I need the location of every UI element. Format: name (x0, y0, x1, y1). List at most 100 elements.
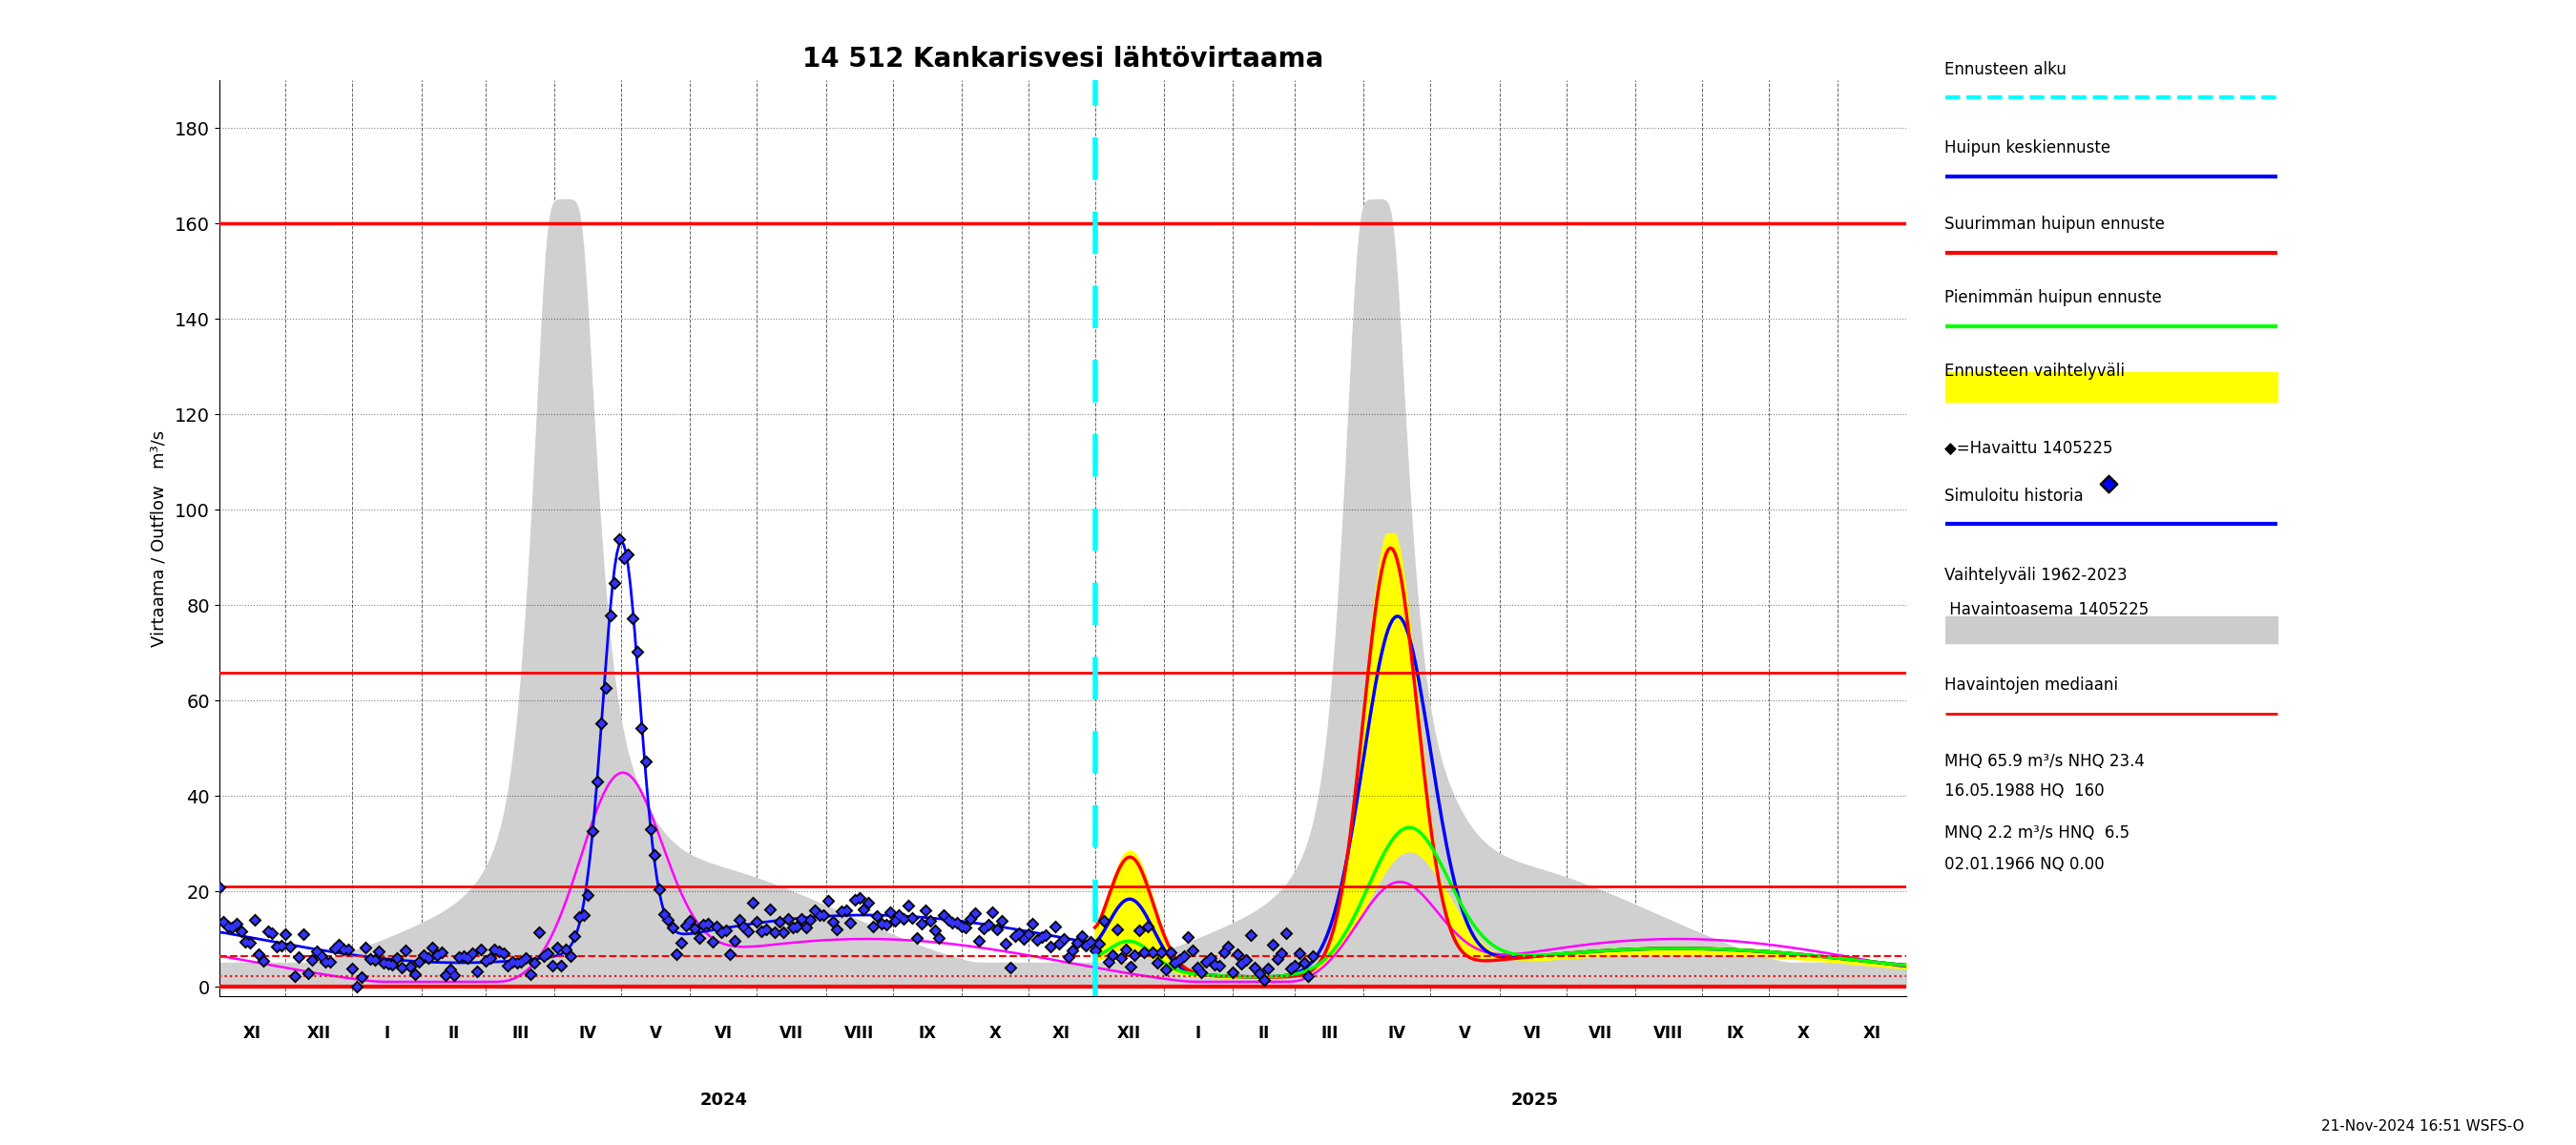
Point (443, 947, 484, 965)
Point (726, 922, 768, 940)
Point (260, 937, 301, 955)
Text: VI: VI (1525, 1025, 1543, 1042)
Point (1172, 941, 1213, 960)
Point (811, 913, 853, 931)
Point (353, 950, 394, 969)
Text: XI: XI (242, 1025, 260, 1042)
Point (1216, 945, 1257, 963)
Point (1221, 955, 1262, 973)
Point (933, 914, 974, 932)
Point (1146, 961, 1188, 979)
Point (969, 916, 1010, 934)
Point (773, 918, 814, 937)
Point (1131, 943, 1172, 962)
Point (451, 945, 492, 963)
Point (675, 919, 716, 938)
Point (234, 911, 276, 930)
Point (572, 822, 613, 840)
Point (337, 978, 379, 996)
Point (969, 916, 1010, 934)
Text: X: X (1795, 1025, 1808, 1042)
Text: VIII: VIII (845, 1025, 873, 1042)
Point (1074, 941, 1115, 960)
Point (515, 953, 556, 971)
Point (461, 940, 502, 958)
Text: Suurimman huipun ennuste: Suurimman huipun ennuste (1945, 215, 2166, 232)
Y-axis label: Virtaama / Outflow   m³/s: Virtaama / Outflow m³/s (149, 429, 167, 647)
Point (433, 966, 474, 985)
Point (1043, 930, 1084, 948)
Point (755, 924, 796, 942)
Point (1074, 941, 1115, 960)
Point (793, 901, 835, 919)
Point (742, 922, 783, 940)
Point (448, 948, 489, 966)
Point (817, 919, 858, 938)
Point (598, 530, 639, 548)
Point (804, 906, 845, 924)
Point (1066, 937, 1108, 955)
Point (345, 938, 386, 956)
Point (971, 903, 1012, 922)
Point (402, 946, 443, 964)
Point (536, 938, 577, 956)
Point (1105, 940, 1146, 958)
Point (750, 900, 791, 918)
Point (981, 911, 1023, 930)
Point (559, 908, 600, 926)
Point (309, 953, 350, 971)
Point (363, 954, 404, 972)
Point (327, 940, 368, 958)
Point (860, 915, 902, 933)
Point (482, 943, 523, 962)
Point (786, 918, 827, 937)
Point (1185, 953, 1226, 971)
Point (613, 609, 654, 627)
Point (724, 917, 765, 935)
Point (829, 914, 871, 932)
Point (301, 947, 343, 965)
Point (1190, 948, 1231, 966)
Point (456, 962, 497, 980)
Point (430, 961, 471, 979)
Point (855, 907, 896, 925)
Point (603, 548, 644, 567)
Point (546, 941, 587, 960)
Point (273, 968, 314, 986)
Point (659, 933, 701, 951)
Point (270, 938, 312, 956)
Point (1030, 938, 1072, 956)
Point (891, 908, 933, 926)
Point (981, 911, 1023, 930)
Point (940, 917, 981, 935)
Point (451, 945, 492, 963)
Point (381, 958, 422, 977)
Point (1043, 930, 1084, 948)
Point (1061, 927, 1103, 946)
Point (497, 953, 538, 971)
Point (510, 965, 551, 984)
Text: 16.05.1988 HQ  160: 16.05.1988 HQ 160 (1945, 782, 2105, 799)
Point (1123, 943, 1164, 962)
Point (1025, 926, 1066, 945)
Point (1270, 960, 1311, 978)
Point (1262, 945, 1303, 963)
Point (1203, 943, 1244, 962)
Point (652, 918, 693, 937)
Point (1128, 917, 1170, 935)
Point (206, 917, 247, 935)
Point (1288, 968, 1329, 986)
Point (693, 933, 734, 951)
Point (497, 953, 538, 971)
Point (626, 752, 667, 771)
Point (963, 919, 1005, 938)
Point (255, 938, 296, 956)
Point (806, 891, 848, 909)
Point (1110, 957, 1151, 976)
Text: III: III (513, 1025, 528, 1042)
Point (871, 903, 912, 922)
Point (1283, 954, 1324, 972)
Point (683, 916, 724, 934)
Point (234, 911, 276, 930)
Point (206, 917, 247, 935)
